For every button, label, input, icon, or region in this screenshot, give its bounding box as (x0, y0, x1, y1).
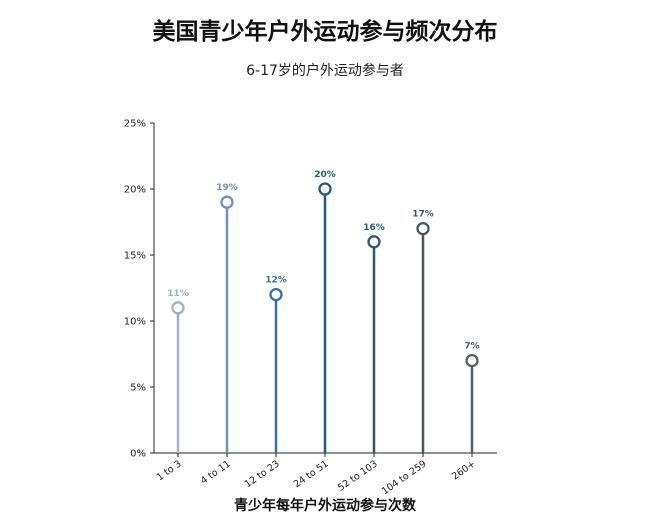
y-tick-label: 10% (124, 317, 146, 328)
x-tick-label: 12 to 23 (243, 458, 282, 490)
lollipop-head (220, 195, 234, 209)
x-tick-label: 52 to 103 (336, 458, 380, 493)
chart-subtitle: 6-17岁的户外运动参与者 (246, 63, 404, 79)
lollipop-head (465, 353, 479, 368)
lollipop-head (416, 221, 430, 236)
data-label: 20% (314, 170, 336, 180)
lollipop-head (269, 287, 283, 302)
y-tick-label: 0% (130, 449, 146, 460)
data-label: 16% (363, 223, 385, 233)
x-tick-label: 24 to 51 (292, 458, 331, 490)
data-label: 11% (167, 289, 189, 299)
lollipop-head (318, 182, 332, 196)
y-tick-label: 25% (124, 119, 146, 130)
x-tick-label: 1 to 3 (155, 458, 184, 483)
data-label: 12% (265, 276, 287, 286)
data-label: 17% (412, 210, 434, 220)
chart-title: 美国青少年户外运动参与频次分布 (152, 19, 498, 45)
y-tick-label: 5% (130, 383, 146, 394)
lollipop-head (171, 301, 185, 315)
data-label: 19% (216, 183, 238, 193)
x-axis-label: 青少年每年户外运动参与次数 (234, 498, 416, 514)
lollipop-head (367, 235, 381, 249)
data-label: 7% (464, 342, 479, 352)
x-tick-label: 4 to 11 (199, 458, 233, 486)
y-tick-label: 20% (124, 185, 146, 196)
x-tick-label: 260+ (450, 458, 478, 482)
x-tick-label: 104 to 259 (380, 458, 429, 497)
y-tick-label: 15% (124, 251, 146, 262)
